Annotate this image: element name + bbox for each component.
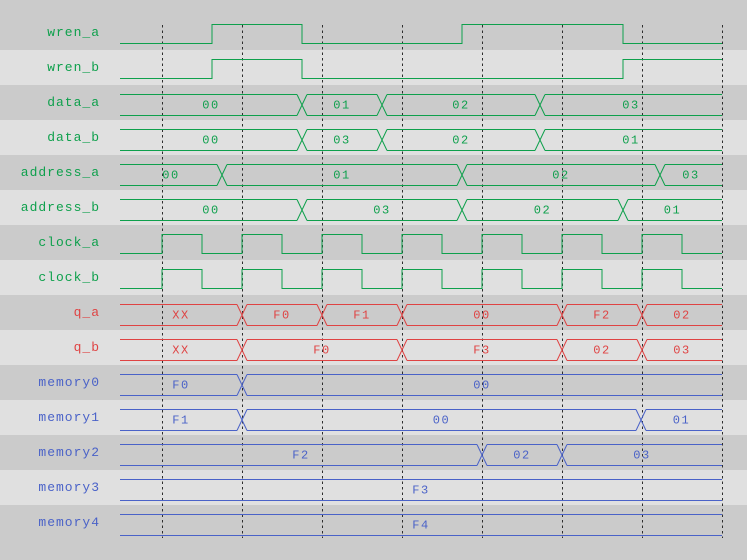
bus-value-label: 01: [622, 134, 639, 148]
bus-value-label: 03: [682, 169, 699, 183]
bus-value-label: 00: [473, 379, 490, 393]
signal-name-memory2[interactable]: memory2: [38, 445, 100, 460]
signal-name-q_a[interactable]: q_a: [73, 305, 100, 320]
bus-value-label: F0: [273, 309, 290, 323]
row-band-memory1: [0, 400, 747, 435]
signal-name-data_a[interactable]: data_a: [47, 95, 100, 110]
signal-name-memory3[interactable]: memory3: [38, 480, 100, 495]
signal-name-data_b[interactable]: data_b: [47, 130, 100, 145]
signal-name-address_a[interactable]: address_a: [20, 165, 100, 180]
signal-name-memory1[interactable]: memory1: [38, 410, 100, 425]
bus-value-label: 03: [633, 449, 650, 463]
bus-value-label: F1: [353, 309, 370, 323]
bus-value-label: F0: [172, 379, 189, 393]
bus-value-label: F3: [412, 484, 429, 498]
row-band-address_a: [0, 155, 747, 190]
bus-value-label: F0: [313, 344, 330, 358]
row-band-q_a: [0, 295, 747, 330]
signal-name-address_b[interactable]: address_b: [20, 200, 100, 215]
wave-address_b: [120, 199, 722, 221]
wave-memory2: [120, 444, 722, 466]
bus-value-label: 02: [552, 169, 569, 183]
bus-value-label: 01: [673, 414, 690, 428]
row-band-memory3: [0, 470, 747, 505]
bus-value-label: 02: [452, 134, 469, 148]
row-band-q_b: [0, 330, 747, 365]
bus-value-label: F3: [473, 344, 490, 358]
wave-memory3: [120, 479, 722, 501]
bus-value-label: 01: [333, 169, 350, 183]
wave-address_a: [120, 164, 722, 186]
bus-value-label: 00: [473, 309, 490, 323]
bus-value-label: 03: [373, 204, 390, 218]
wave-data_a: [120, 94, 722, 116]
row-band-data_b: [0, 120, 747, 155]
wave-wren_a: [120, 24, 722, 44]
bus-value-label: 00: [202, 204, 219, 218]
wave-clock_b: [120, 269, 722, 289]
bus-value-label: F2: [292, 449, 309, 463]
bus-value-label: 03: [333, 134, 350, 148]
bus-value-label: 02: [673, 309, 690, 323]
bus-value-label: F4: [412, 519, 429, 533]
signal-name-clock_b[interactable]: clock_b: [38, 270, 100, 285]
bus-value-label: 00: [162, 169, 179, 183]
bus-value-label: F1: [172, 414, 189, 428]
signal-name-memory0[interactable]: memory0: [38, 375, 100, 390]
wave-q_a: [120, 304, 722, 326]
wave-data_b: [120, 129, 722, 151]
bus-value-label: 01: [333, 99, 350, 113]
bus-value-label: 02: [513, 449, 530, 463]
row-band-memory2: [0, 435, 747, 470]
bus-value-label: 03: [673, 344, 690, 358]
bus-value-label: 00: [433, 414, 450, 428]
bus-value-label: 03: [622, 99, 639, 113]
bus-value-label: 00: [202, 134, 219, 148]
wave-memory0: [120, 374, 722, 396]
bus-value-label: 02: [452, 99, 469, 113]
bus-value-label: XX: [172, 344, 189, 358]
signal-name-memory4[interactable]: memory4: [38, 515, 100, 530]
row-band-data_a: [0, 85, 747, 120]
row-band-clock_a: [0, 225, 747, 260]
row-band-address_b: [0, 190, 747, 225]
row-band-memory4: [0, 505, 747, 540]
signal-name-q_b[interactable]: q_b: [73, 340, 100, 355]
wave-wren_b: [120, 59, 722, 79]
bus-value-label: 01: [664, 204, 681, 218]
bus-value-label: 02: [593, 344, 610, 358]
row-band-clock_b: [0, 260, 747, 295]
signal-name-wren_b[interactable]: wren_b: [47, 60, 100, 75]
wave-memory4: [120, 514, 722, 536]
bus-value-label: XX: [172, 309, 189, 323]
signal-name-wren_a[interactable]: wren_a: [47, 25, 100, 40]
wave-clock_a: [120, 234, 722, 254]
row-band-memory0: [0, 365, 747, 400]
wave-q_b: [120, 339, 722, 361]
wave-memory1: [120, 409, 722, 431]
bus-value-label: F2: [593, 309, 610, 323]
bus-value-label: 00: [202, 99, 219, 113]
bus-value-label: 02: [534, 204, 551, 218]
signal-name-clock_a[interactable]: clock_a: [38, 235, 100, 250]
